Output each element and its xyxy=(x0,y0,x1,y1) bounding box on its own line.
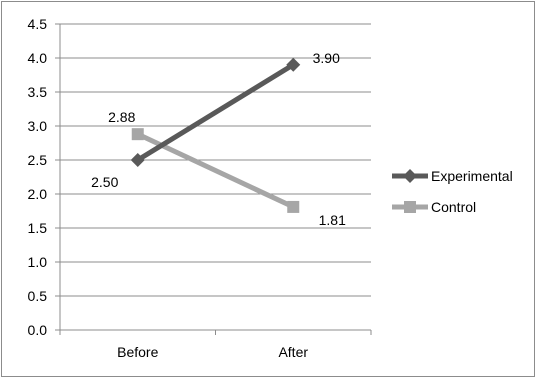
y-tick-label: 3.5 xyxy=(28,84,48,100)
y-tick-label: 0.0 xyxy=(28,322,48,338)
series xyxy=(130,57,301,213)
series-line-experimental xyxy=(136,62,295,163)
y-tick-label: 1.5 xyxy=(28,220,48,236)
legend-label-control: Control xyxy=(431,199,476,215)
gridlines xyxy=(60,23,371,297)
axes xyxy=(55,23,372,335)
y-tick-label: 2.5 xyxy=(28,152,48,168)
y-tick-label: 0.5 xyxy=(28,288,48,304)
legend-marker-control xyxy=(404,201,416,213)
tick-labels: 0.0 0.5 1.0 1.5 2.0 2.5 3.0 3.5 4.0 4.5 Before Afte… xyxy=(28,16,309,360)
data-label-control: 2.88 xyxy=(108,109,135,125)
y-tick-label: 1.0 xyxy=(28,254,48,270)
data-label-control: 1.81 xyxy=(319,212,346,228)
data-point-control xyxy=(131,128,144,141)
data-point-experimental xyxy=(286,57,301,72)
data-label-experimental: 2.50 xyxy=(91,174,118,190)
legend-marker-experimental xyxy=(403,169,417,183)
legend: Experimental Control xyxy=(392,168,513,215)
y-tick-label: 4.0 xyxy=(28,50,48,66)
x-tick-label: After xyxy=(278,344,308,360)
y-tick-label: 4.5 xyxy=(28,16,48,32)
legend-label-experimental: Experimental xyxy=(431,168,513,184)
x-tick-label: Before xyxy=(117,344,158,360)
y-tick-label: 2.0 xyxy=(28,186,48,202)
data-label-experimental: 3.90 xyxy=(313,50,340,66)
y-tick-label: 3.0 xyxy=(28,118,48,134)
data-point-experimental xyxy=(130,153,145,167)
data-point-control xyxy=(287,200,300,213)
data-labels: 2.50 3.90 2.88 1.81 xyxy=(91,50,346,228)
